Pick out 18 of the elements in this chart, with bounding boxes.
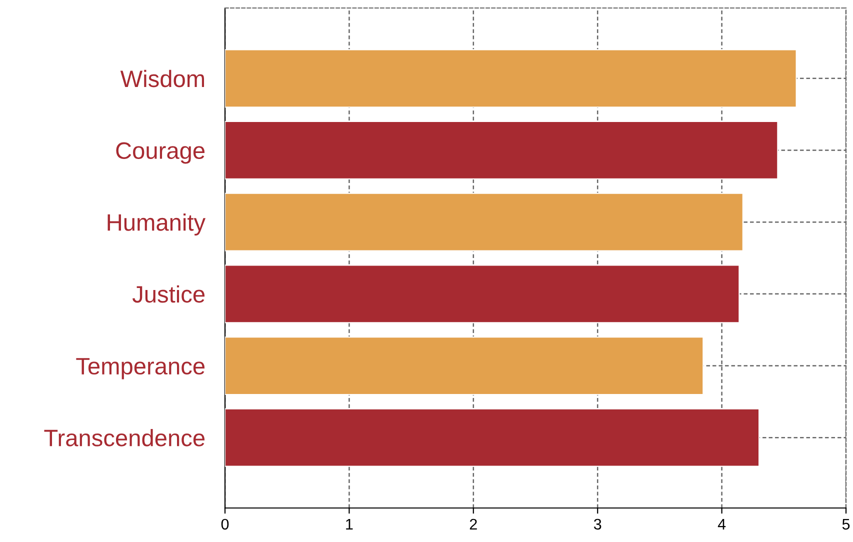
x-tick-label: 2 [470,518,477,530]
bar [225,264,740,324]
bar [225,49,797,108]
x-tick-label: 0 [221,518,229,530]
y-tick-label: Courage [116,142,205,164]
y-tick-label: Wisdom [120,70,204,88]
x-tick-label: 4 [718,518,726,530]
bar [225,408,760,467]
y-tick-label: Justice [132,285,205,303]
y-tick-label: Transcendence [44,429,205,446]
bar [225,192,744,252]
x-tick-label: 1 [346,518,353,530]
x-tick-label: 3 [594,518,602,530]
y-tick-label: Humanity [108,214,206,236]
bar [225,120,778,180]
y-tick-label: Temperance [76,358,205,380]
x-tick-label: 5 [842,518,850,530]
bar [225,336,704,396]
